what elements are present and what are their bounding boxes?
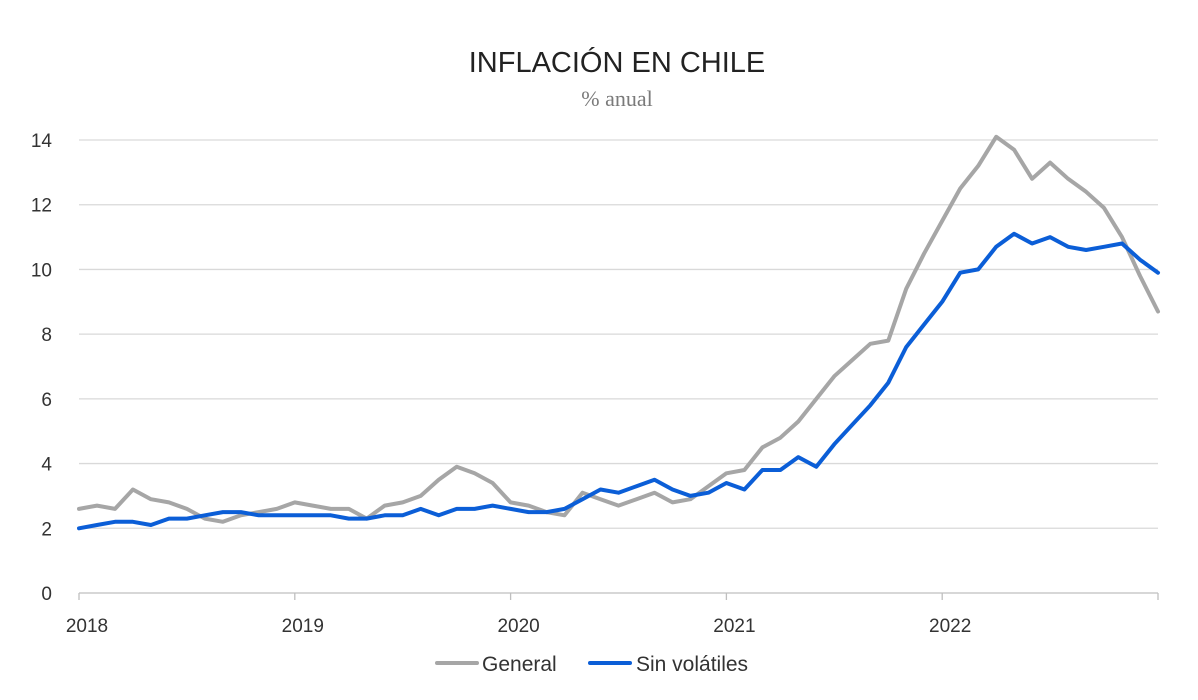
y-tick-label: 2	[41, 519, 52, 540]
legend-label-sin-volatiles: Sin volátiles	[636, 653, 748, 676]
y-tick-label: 14	[31, 131, 53, 152]
x-axis: 2018 2019 2020 2021 2022	[66, 592, 1159, 637]
y-tick-label: 12	[31, 196, 52, 217]
legend: General Sin volátiles	[435, 653, 748, 676]
series-line-general	[77, 134, 1160, 524]
y-axis-ticks: 0 2 4 6 8 10 12 14	[31, 131, 53, 605]
y-tick-label: 10	[31, 260, 52, 281]
y-tick-label: 4	[41, 455, 52, 476]
x-tick-label: 2018	[66, 616, 108, 637]
x-tick-label: 2019	[282, 616, 324, 637]
x-tick-label: 2022	[929, 616, 971, 637]
y-tick-label: 0	[41, 584, 52, 605]
chart-title: INFLACIÓN EN CHILE	[469, 46, 766, 79]
series-line-sin-volatiles	[77, 231, 1160, 531]
x-tick-label: 2020	[497, 616, 539, 637]
chart-subtitle: % anual	[581, 86, 652, 111]
series-lines	[77, 134, 1160, 531]
gridlines	[79, 139, 1158, 529]
legend-label-general: General	[482, 653, 557, 676]
y-tick-label: 8	[41, 325, 52, 346]
y-tick-label: 6	[41, 390, 52, 411]
x-tick-label: 2021	[713, 616, 755, 637]
